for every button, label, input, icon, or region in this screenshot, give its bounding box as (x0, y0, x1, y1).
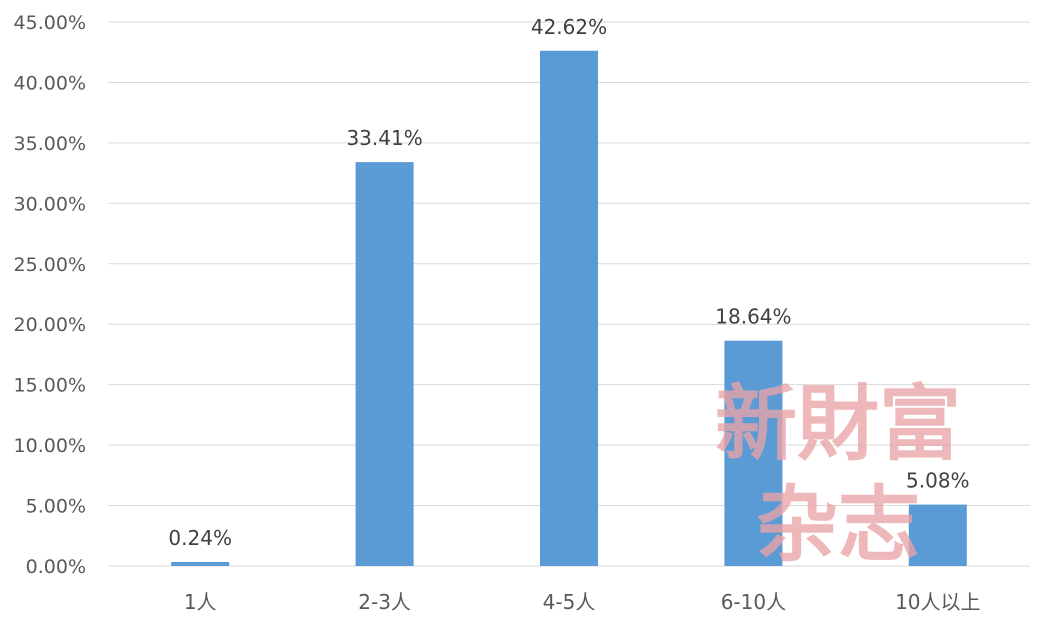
x-tick-label: 1人 (184, 590, 217, 614)
data-label: 42.62% (531, 15, 607, 39)
x-tick-label: 4-5人 (543, 590, 596, 614)
y-tick-label: 45.00% (14, 12, 86, 34)
x-axis-category-labels: 1人 2-3人 4-5人 6-10人 10人以上 (184, 590, 981, 614)
y-tick-label: 30.00% (14, 193, 86, 215)
data-label: 0.24% (168, 526, 232, 550)
y-tick-label: 20.00% (14, 314, 86, 336)
bars (171, 50, 967, 567)
data-label: 18.64% (715, 305, 791, 329)
x-tick-label: 6-10人 (721, 590, 786, 614)
y-tick-label: 25.00% (14, 254, 86, 276)
bar (908, 504, 967, 566)
watermark-line-2: 杂志 (756, 477, 920, 573)
data-label: 33.41% (346, 126, 422, 150)
y-tick-label: 40.00% (14, 72, 86, 94)
x-tick-label: 2-3人 (358, 590, 411, 614)
watermark-line-1: 新財富 (715, 376, 961, 472)
y-tick-label: 5.00% (26, 496, 86, 518)
bar (171, 562, 230, 566)
y-tick-label: 10.00% (14, 435, 86, 457)
data-labels: 0.24% 33.41% 42.62% 18.64% 5.08% (168, 15, 969, 550)
x-tick-label: 10人以上 (895, 590, 980, 614)
bar (355, 162, 414, 566)
watermark: 新財富 杂志 (715, 376, 961, 573)
y-tick-label: 15.00% (14, 375, 86, 397)
y-tick-label: 0.00% (26, 556, 86, 578)
bar (724, 340, 783, 566)
bar (540, 50, 598, 567)
y-tick-label: 35.00% (14, 133, 86, 155)
y-axis-tick-labels: 0.00% 5.00% 10.00% 15.00% 20.00% 25.00% 30.00%… (14, 12, 86, 578)
data-label: 5.08% (906, 469, 970, 493)
